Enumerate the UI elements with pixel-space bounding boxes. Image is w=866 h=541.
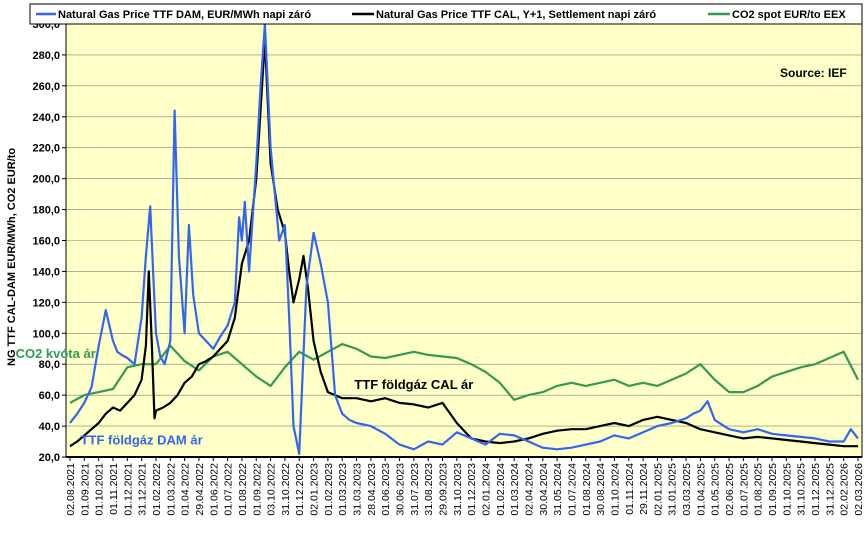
x-tick-label: 31.12.2021 [137, 463, 149, 516]
x-tick-label: 01.10.2021 [94, 463, 106, 516]
x-tick-label: 01.07.2025 [738, 463, 750, 516]
x-tick-label: 01.07.2022 [223, 463, 235, 516]
x-tick-label: 01.10.2024 [609, 463, 621, 516]
x-tick-label: 31.10.2022 [280, 463, 292, 516]
x-tick-label: 31.01.2025 [667, 463, 679, 516]
annotation-dam: TTF földgáz DAM ár [81, 433, 203, 448]
x-tick-label: 02.01.2025 [652, 463, 664, 516]
series-line-0 [69, 22, 859, 455]
x-tick-label: 01.06.2023 [380, 463, 392, 516]
legend-box [29, 3, 863, 25]
x-tick-label: 02.01.2023 [309, 463, 321, 516]
y-tick-label: 160,0 [32, 236, 60, 248]
x-tick-label: 02.04.2024 [523, 463, 535, 516]
legend-label-cal: Natural Gas Price TTF CAL, Y+1, Settleme… [376, 9, 656, 21]
legend-label-dam: Natural Gas Price TTF DAM, EUR/MWh napi … [58, 9, 311, 21]
series-lines [69, 22, 859, 455]
x-tick-label: 01.08.2024 [581, 463, 593, 516]
y-axis-ticks: 20,0 40,0 60,0 80,0 100,0 120,0 140,0 160,0 180,… [32, 19, 66, 464]
x-tick-label: 28.04.2023 [366, 463, 378, 516]
series-line-2 [69, 343, 859, 404]
legend: Natural Gas Price TTF DAM, EUR/MWh napi … [29, 3, 863, 25]
x-tick-label: 01.08.2022 [237, 463, 249, 516]
x-tick-label: 01.08.2025 [753, 463, 765, 516]
annotation-cal: TTF földgáz CAL ár [354, 377, 473, 392]
x-tick-label: 01.12.2022 [294, 463, 306, 516]
y-tick-label: 280,0 [32, 50, 60, 62]
x-tick-label: 02.08.2021 [65, 463, 77, 516]
x-tick-label: 31.07.2023 [409, 463, 421, 516]
x-tick-label: 02.06.2025 [724, 463, 736, 516]
x-tick-label: 01.12.2021 [122, 463, 134, 516]
x-tick-label: 01.12.2023 [466, 463, 478, 516]
x-axis-ticks: 02.08.2021 01.09.2021 01.10.2021 01.11.2021… [65, 457, 865, 516]
x-tick-label: 01.12.2025 [810, 463, 822, 516]
source-label: Source: IEF [780, 66, 847, 80]
annotation-co2: CO2 kvóta ár [16, 346, 96, 361]
y-axis-title: NG TTF CAL-DAM EUR/MWh, CO2 EUR/to [6, 148, 18, 366]
y-tick-label: 40,0 [39, 421, 60, 433]
x-tick-label: 01.06.2022 [208, 463, 220, 516]
x-tick-label: 01.09.2022 [251, 463, 263, 516]
x-tick-label: 30.04.2024 [538, 463, 550, 516]
x-tick-label: 01.07.2024 [566, 463, 578, 516]
x-tick-label: 31.03.2023 [352, 463, 364, 516]
x-tick-label: 29.04.2022 [194, 463, 206, 516]
x-tick-label: 01.02.2023 [323, 463, 335, 516]
x-tick-label: 01.02.2022 [151, 463, 163, 516]
x-tick-label: 01.11.2021 [108, 463, 120, 515]
x-tick-label: 31.08.2023 [423, 463, 435, 516]
x-tick-label: 31.10.2025 [796, 463, 808, 516]
x-tick-label: 01.04.2025 [695, 463, 707, 516]
x-tick-label: 03.10.2022 [266, 463, 278, 516]
y-tick-label: 20,0 [39, 452, 60, 464]
x-tick-label: 02.03.2026 [853, 463, 865, 516]
y-tick-label: 220,0 [32, 143, 60, 155]
x-tick-label: 01.03.2022 [165, 463, 177, 516]
x-tick-label: 30.06.2023 [395, 463, 407, 516]
y-tick-label: 260,0 [32, 81, 60, 93]
x-tick-label: 01.04.2022 [180, 463, 192, 516]
x-tick-label: 01.11.2024 [624, 463, 636, 515]
legend-label-co2: CO2 spot EUR/to EEX [732, 9, 846, 21]
x-tick-label: 31.05.2024 [552, 463, 564, 516]
y-tick-label: 200,0 [32, 174, 60, 186]
x-tick-label: 03.03.2025 [681, 463, 693, 516]
x-tick-label: 29.11.2024 [638, 463, 650, 515]
y-tick-label: 120,0 [32, 297, 60, 309]
y-tick-label: 100,0 [32, 328, 60, 340]
x-tick-label: 01.09.2021 [79, 463, 91, 516]
y-tick-label: 180,0 [32, 205, 60, 217]
x-tick-label: 31.10.2023 [452, 463, 464, 516]
x-tick-label: 02.01.2024 [480, 463, 492, 516]
x-tick-label: 02.02.2026 [839, 463, 851, 516]
x-tick-label: 01.03.2024 [509, 463, 521, 516]
x-tick-label: 01.05.2025 [710, 463, 722, 516]
series-line-1 [69, 38, 858, 448]
x-tick-label: 01.09.2025 [767, 463, 779, 516]
y-tick-label: 80,0 [39, 359, 60, 371]
y-tick-label: 140,0 [32, 266, 60, 278]
y-tick-label: 60,0 [39, 390, 60, 402]
y-tick-label: 240,0 [32, 112, 60, 124]
x-tick-label: 01.10.2025 [781, 463, 793, 516]
x-tick-label: 01.02.2024 [495, 463, 507, 516]
x-tick-label: 29.09.2023 [438, 463, 450, 516]
x-tick-label: 01.03.2023 [337, 463, 349, 516]
x-tick-label: 31.12.2025 [824, 463, 836, 516]
x-tick-label: 30.08.2024 [595, 463, 607, 516]
